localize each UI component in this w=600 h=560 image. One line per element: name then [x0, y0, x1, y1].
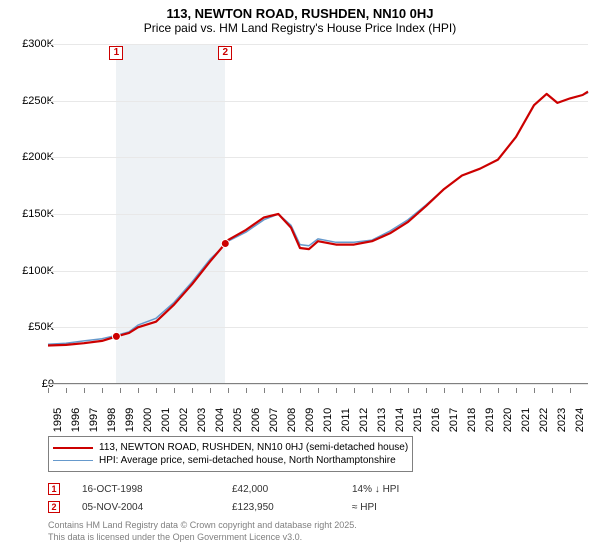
page-subtitle: Price paid vs. HM Land Registry's House …: [0, 21, 600, 41]
tx-hpi: 14% ↓ HPI: [352, 484, 452, 495]
tx-price: £123,950: [232, 502, 352, 513]
tx-date: 05-NOV-2004: [82, 502, 232, 513]
x-axis-tick-label: 2024: [574, 408, 586, 432]
x-axis-tick-label: 2018: [466, 408, 478, 432]
x-axis-tick-label: 2023: [556, 408, 568, 432]
footer-line: Contains HM Land Registry data © Crown c…: [48, 520, 357, 532]
footer-attribution: Contains HM Land Registry data © Crown c…: [48, 520, 357, 543]
x-axis-tick-label: 2019: [484, 408, 496, 432]
x-axis-tick-label: 2000: [142, 408, 154, 432]
x-axis-tick-label: 2011: [340, 408, 352, 432]
x-axis-tick-label: 2009: [304, 408, 316, 432]
table-row: 1 16-OCT-1998 £42,000 14% ↓ HPI: [48, 480, 452, 498]
marker-icon: 2: [48, 501, 60, 513]
x-axis-tick-label: 2012: [358, 408, 370, 432]
legend-label-property: 113, NEWTON ROAD, RUSHDEN, NN10 0HJ (sem…: [99, 442, 408, 453]
x-axis-tick-label: 2021: [520, 408, 532, 432]
legend-box: 113, NEWTON ROAD, RUSHDEN, NN10 0HJ (sem…: [48, 436, 413, 472]
x-axis-tick-label: 2020: [502, 408, 514, 432]
x-axis-tick-label: 2010: [322, 408, 334, 432]
marker-icon: 1: [48, 483, 60, 495]
legend-item-hpi: HPI: Average price, semi-detached house,…: [53, 454, 408, 467]
tx-hpi: ≈ HPI: [352, 502, 452, 513]
page-title: 113, NEWTON ROAD, RUSHDEN, NN10 0HJ: [0, 0, 600, 21]
transaction-table: 1 16-OCT-1998 £42,000 14% ↓ HPI 2 05-NOV…: [48, 480, 452, 516]
legend-swatch-hpi: [53, 460, 93, 461]
x-axis-tick-label: 2022: [538, 408, 550, 432]
x-axis-tick-label: 2005: [232, 408, 244, 432]
tx-price: £42,000: [232, 484, 352, 495]
x-axis-labels: 1995 1996 1997 1998 1999 2000 2001 2002 2003 2004…: [48, 388, 588, 436]
x-axis-tick-label: 1998: [106, 408, 118, 432]
x-axis-tick-label: 2013: [376, 408, 388, 432]
marker-icon: 1: [109, 46, 123, 60]
legend-label-hpi: HPI: Average price, semi-detached house,…: [99, 455, 396, 466]
x-axis-tick-label: 2002: [178, 408, 190, 432]
chart-area: [48, 44, 588, 384]
x-axis-tick-label: 2003: [196, 408, 208, 432]
x-axis-tick-label: 2015: [412, 408, 424, 432]
x-axis-tick-label: 2006: [250, 408, 262, 432]
tx-date: 16-OCT-1998: [82, 484, 232, 495]
x-axis-tick-label: 1999: [124, 408, 136, 432]
x-axis-tick-label: 1995: [52, 408, 64, 432]
x-axis-tick-label: 2007: [268, 408, 280, 432]
x-axis-tick-label: 1996: [70, 408, 82, 432]
x-axis-tick-label: 2016: [430, 408, 442, 432]
x-axis-tick-label: 1997: [88, 408, 100, 432]
table-row: 2 05-NOV-2004 £123,950 ≈ HPI: [48, 498, 452, 516]
x-axis-tick-label: 2014: [394, 408, 406, 432]
footer-line: This data is licensed under the Open Gov…: [48, 532, 357, 544]
x-axis-tick-label: 2004: [214, 408, 226, 432]
x-axis-tick-label: 2001: [160, 408, 172, 432]
chart-plot: [48, 44, 588, 384]
legend-item-property: 113, NEWTON ROAD, RUSHDEN, NN10 0HJ (sem…: [53, 441, 408, 454]
x-axis-tick-label: 2017: [448, 408, 460, 432]
x-axis-tick-label: 2008: [286, 408, 298, 432]
marker-icon: 2: [218, 46, 232, 60]
legend-swatch-property: [53, 447, 93, 449]
